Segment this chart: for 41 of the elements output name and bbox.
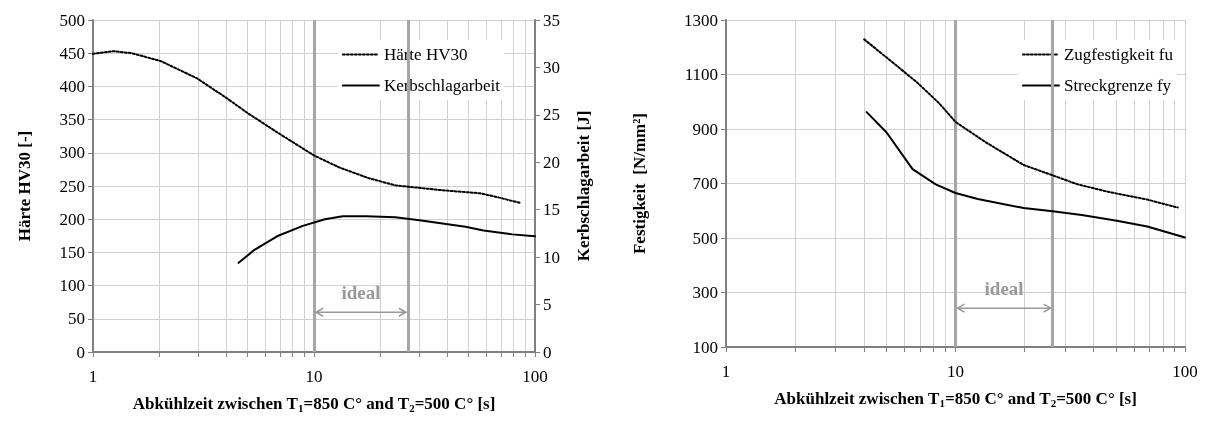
y-tick-label: 500 bbox=[59, 10, 85, 30]
y-tick-label: 200 bbox=[59, 209, 85, 229]
y-tick-label: 300 bbox=[692, 283, 718, 302]
y-tick-label: 100 bbox=[59, 276, 85, 296]
x-tick-label: 1 bbox=[721, 362, 731, 381]
legend-label: Zugfestigkeit fu bbox=[1063, 45, 1174, 64]
y2-tick-label: 0 bbox=[543, 342, 552, 362]
legend-label: Kerbschlagarbeit bbox=[383, 76, 501, 95]
y2-tick-label: 30 bbox=[543, 57, 560, 77]
y2-axis-title: Kerbschlagarbeit [J] bbox=[574, 110, 593, 262]
y2-tick-label: 10 bbox=[543, 247, 560, 267]
y-tick-label: 50 bbox=[68, 309, 85, 329]
y2-tick-label: 35 bbox=[543, 10, 560, 30]
y-tick-label: 1300 bbox=[684, 10, 718, 30]
y2-tick-label: 5 bbox=[543, 295, 552, 315]
y2-tick-label: 15 bbox=[543, 200, 560, 220]
y-axis-title: Härte HV30 [-] bbox=[15, 130, 34, 242]
annotation: ideal bbox=[341, 281, 381, 303]
y-tick-label: 100 bbox=[692, 337, 718, 357]
y-tick-label: 400 bbox=[59, 76, 85, 96]
y-tick-label: 700 bbox=[692, 174, 718, 193]
x-tick-label: 1 bbox=[88, 367, 98, 386]
x-tick-label: 100 bbox=[1172, 362, 1198, 381]
y2-tick-label: 25 bbox=[543, 105, 560, 125]
y-tick-label: 350 bbox=[59, 110, 85, 130]
x-tick-label: 10 bbox=[947, 362, 964, 381]
y-tick-label: 900 bbox=[692, 119, 718, 139]
y2-tick-label: 20 bbox=[543, 152, 560, 172]
legend-label: Streckgrenze fy bbox=[1063, 76, 1172, 95]
y-tick-label: 450 bbox=[59, 43, 85, 63]
y-tick-label: 250 bbox=[59, 176, 85, 196]
y-tick-label: 500 bbox=[692, 228, 718, 248]
legend-label: Härte HV30 bbox=[383, 45, 468, 64]
x-tick-label: 100 bbox=[522, 367, 548, 386]
y-tick-label: 1100 bbox=[684, 65, 718, 84]
annotation: ideal bbox=[984, 277, 1024, 299]
y-axis-title: Festigkeit [N/mm²] bbox=[630, 112, 649, 255]
y-tick-label: 0 bbox=[76, 342, 85, 362]
x-tick-label: 10 bbox=[305, 367, 323, 386]
y-tick-label: 300 bbox=[59, 143, 85, 163]
y-tick-label: 150 bbox=[59, 242, 85, 262]
